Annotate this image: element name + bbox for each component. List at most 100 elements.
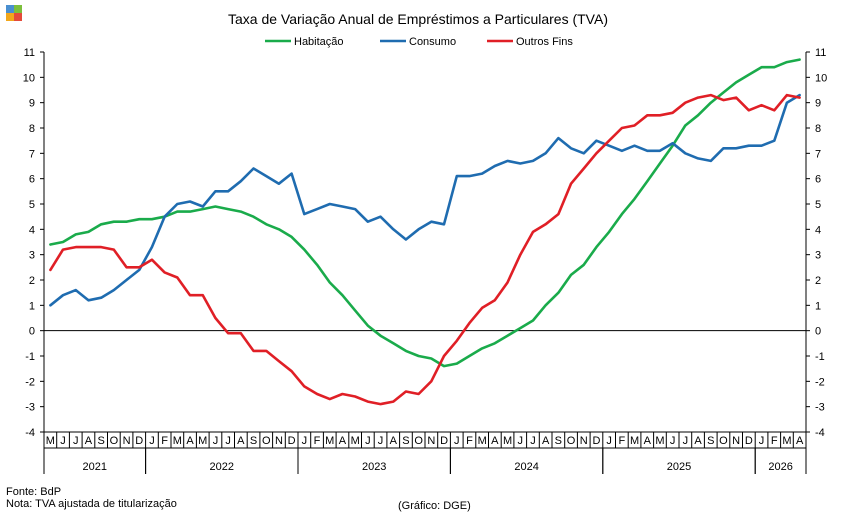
year-label: 2025 [667, 461, 691, 473]
y-tick-label-right: -1 [815, 351, 825, 363]
year-label: 2023 [362, 461, 386, 473]
month-label: A [644, 435, 652, 447]
series-line-outros-fins [49, 93, 801, 406]
y-tick-label: 5 [29, 199, 35, 211]
y-tick-label: 8 [29, 123, 35, 135]
year-label: 2026 [768, 461, 792, 473]
month-label: M [503, 435, 512, 447]
series-line-habitacao [49, 58, 801, 368]
year-label: 2022 [210, 461, 234, 473]
month-label: F [314, 435, 321, 447]
y-tick-label: 9 [29, 98, 35, 110]
month-label: S [97, 435, 104, 447]
month-label: F [161, 435, 168, 447]
month-label: A [85, 435, 93, 447]
month-label: S [402, 435, 409, 447]
month-label: D [440, 435, 448, 447]
month-label: D [135, 435, 143, 447]
month-label: J [530, 435, 536, 447]
month-label: A [237, 435, 245, 447]
month-label: A [542, 435, 550, 447]
y-tick-label: -1 [25, 351, 35, 363]
month-label: F [466, 435, 473, 447]
y-tick-label: 7 [29, 148, 35, 160]
y-tick-label-right: 8 [815, 123, 821, 135]
y-tick-label-right: -2 [815, 376, 825, 388]
month-label: J [683, 435, 689, 447]
y-tick-label-right: 11 [815, 47, 826, 59]
month-label: N [123, 435, 131, 447]
month-label: M [782, 435, 791, 447]
y-tick-label: 6 [29, 174, 35, 186]
month-label: J [213, 435, 219, 447]
month-label: N [427, 435, 435, 447]
month-label: M [325, 435, 334, 447]
month-label: J [670, 435, 676, 447]
y-tick-label-right: -3 [815, 402, 825, 414]
y-tick-label-right: 6 [815, 174, 821, 186]
y-tick-label: 4 [29, 224, 35, 236]
month-label: N [580, 435, 588, 447]
month-label: J [454, 435, 460, 447]
month-label: J [606, 435, 612, 447]
y-tick-label: 1 [29, 300, 35, 312]
legend-label-consumo: Consumo [409, 36, 456, 48]
series-group [49, 58, 801, 406]
month-label: A [796, 435, 804, 447]
y-tick-label-right: 1 [815, 300, 821, 312]
legend-label-habitacao: Habitação [294, 36, 344, 48]
month-label: O [262, 435, 271, 447]
legend: Habitação Consumo Outros Fins [265, 36, 573, 48]
year-label: 2024 [514, 461, 538, 473]
month-label: O [110, 435, 119, 447]
y-tick-label: -3 [25, 402, 35, 414]
chart-credit: (Gráfico: DGE) [398, 500, 471, 512]
legend-label-outros-fins: Outros Fins [516, 36, 573, 48]
chart-title: Taxa de Variação Anual de Empréstimos a … [228, 11, 608, 27]
y-tick-label-right: 10 [815, 72, 827, 84]
month-label: S [250, 435, 257, 447]
month-label: A [694, 435, 702, 447]
source-note: Fonte: BdP [6, 486, 62, 498]
month-label: J [378, 435, 384, 447]
month-label: J [518, 435, 524, 447]
month-label: F [618, 435, 625, 447]
month-label: D [288, 435, 296, 447]
y-tick-label-right: 9 [815, 98, 821, 110]
series-line-consumo [49, 93, 801, 307]
y-tick-label: 10 [23, 72, 35, 84]
month-label: O [567, 435, 576, 447]
logo-icon [6, 5, 22, 21]
month-label: M [655, 435, 664, 447]
month-label: A [186, 435, 194, 447]
y-tick-label-right: 2 [815, 275, 821, 287]
footnote: Nota: TVA ajustada de titularização [6, 498, 177, 510]
month-label: J [73, 435, 79, 447]
month-label: M [630, 435, 639, 447]
y-tick-label-right: 5 [815, 199, 821, 211]
y-tick-label-right: 4 [815, 224, 821, 236]
month-label: S [707, 435, 714, 447]
month-label: M [478, 435, 487, 447]
month-label: M [46, 435, 55, 447]
month-label: A [390, 435, 398, 447]
month-label: D [592, 435, 600, 447]
month-label: J [149, 435, 155, 447]
month-label: J [365, 435, 371, 447]
month-label: D [745, 435, 753, 447]
month-label: O [719, 435, 728, 447]
month-label: M [351, 435, 360, 447]
y-tick-label: 2 [29, 275, 35, 287]
y-tick-label-right: 0 [815, 326, 821, 338]
y-tick-label: -2 [25, 376, 35, 388]
month-label: A [491, 435, 499, 447]
month-label: N [732, 435, 740, 447]
y-tick-label-right: 7 [815, 148, 821, 160]
month-label: M [198, 435, 207, 447]
y-tick-label: 11 [24, 47, 35, 59]
y-tick-label-right: 3 [815, 250, 821, 262]
month-label: J [60, 435, 66, 447]
month-label: J [759, 435, 765, 447]
month-label: S [555, 435, 562, 447]
